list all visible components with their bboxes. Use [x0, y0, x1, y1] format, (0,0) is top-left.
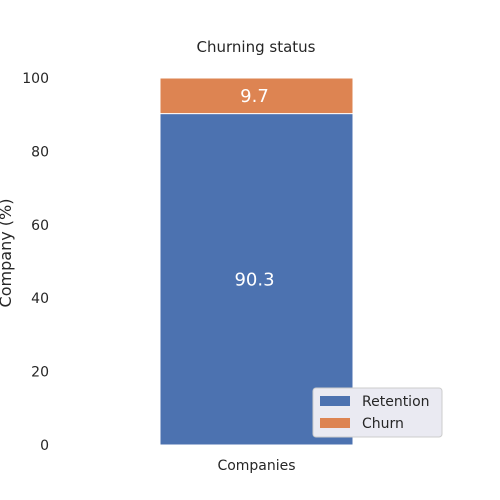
y-tick-label: 100	[22, 71, 49, 87]
data-label-churn: 9.7	[240, 86, 269, 107]
x-axis-ticks: Companies	[217, 458, 295, 474]
y-axis-label: Company (%)	[0, 199, 15, 308]
x-tick-label: Companies	[217, 458, 295, 474]
legend-swatch-churn	[320, 418, 350, 428]
data-label-retention: 90.3	[234, 269, 274, 290]
legend: Retention Churn	[312, 387, 443, 438]
legend-label-retention: Retention	[362, 394, 430, 410]
y-tick-label: 80	[31, 144, 49, 160]
bars: 90.3 9.7	[159, 77, 354, 446]
bar-churn	[159, 77, 354, 115]
y-tick-label: 0	[40, 438, 49, 454]
legend-swatch-retention	[320, 396, 350, 406]
y-axis-ticks: 0 20 40 60 80 100	[22, 71, 49, 454]
y-tick-label: 60	[31, 218, 49, 234]
chart-title: Churning status	[197, 38, 316, 56]
y-tick-label: 20	[31, 365, 49, 381]
y-tick-label: 40	[31, 291, 49, 307]
legend-label-churn: Churn	[362, 416, 404, 432]
